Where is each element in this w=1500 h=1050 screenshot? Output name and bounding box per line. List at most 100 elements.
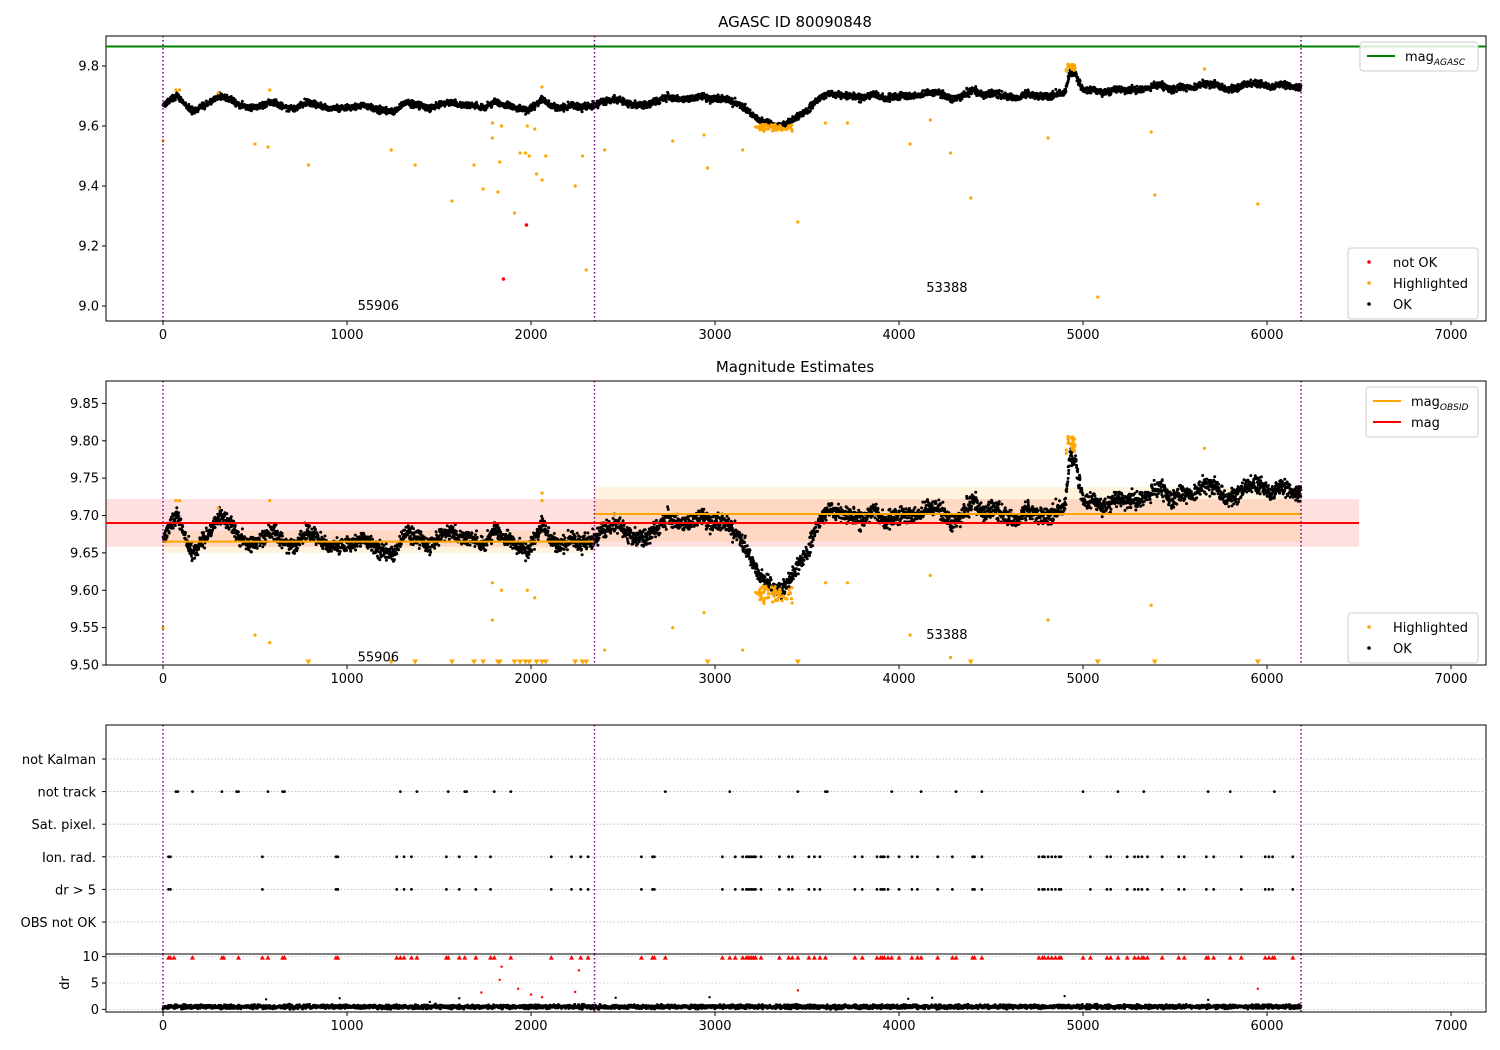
ok-point [204, 526, 208, 530]
ok-point [612, 93, 616, 97]
ok-point [1185, 89, 1188, 93]
highlighted-point [782, 127, 786, 131]
highlighted-point [776, 127, 781, 131]
ok-point [165, 103, 169, 107]
ok-point [209, 533, 213, 537]
x-tick-label: 6000 [1250, 672, 1283, 687]
ok-point [308, 98, 311, 102]
x-tick-label: 5000 [1066, 672, 1099, 687]
highlighted-point [770, 129, 775, 133]
panel2-title: Magnitude Estimates [716, 358, 874, 376]
highlighted-point [450, 199, 454, 203]
ok-point [197, 546, 201, 549]
x-tick-label: 7000 [1434, 672, 1467, 687]
panel-magnitude-estimates: Magnitude Estimates 0 1000 2000 3000 4000 500… [70, 358, 1487, 687]
ok-point [236, 530, 240, 534]
highlighted-point [523, 151, 528, 155]
ok-point [249, 109, 253, 113]
highlighted-point [500, 124, 504, 128]
ok-point [743, 102, 747, 106]
ok-point [580, 110, 584, 114]
highlighted-point [389, 148, 393, 152]
highlighted-point [758, 128, 762, 132]
ok-point [941, 89, 945, 93]
ok-point [1054, 87, 1058, 91]
highlighted-point [1067, 63, 1071, 68]
legend-dot-swatch [1367, 260, 1371, 264]
highlighted-point [496, 190, 500, 194]
highlighted-point [174, 88, 178, 92]
ok-point [220, 508, 224, 512]
ok-point [184, 101, 187, 105]
ok-point [184, 531, 187, 535]
highlighted-point [823, 121, 828, 125]
ok-point [196, 553, 200, 557]
highlighted-point [481, 187, 485, 191]
highlighted-point [928, 118, 932, 122]
highlighted-point [306, 163, 310, 167]
legend-label-text: OK [1393, 298, 1412, 313]
ok-point [658, 101, 662, 105]
y-tick-label: 9.70 [70, 509, 99, 524]
highlighted-point [1202, 67, 1207, 71]
x-tick-label: 4000 [882, 328, 915, 343]
highlighted-point [769, 123, 773, 127]
ok-point [1259, 79, 1263, 82]
ok-point [1078, 79, 1082, 83]
ok-point [566, 100, 570, 104]
highlighted-point [1072, 63, 1077, 67]
obsid-label: 53388 [926, 281, 967, 296]
ok-point [997, 88, 1001, 92]
ok-point [165, 535, 169, 539]
ok-point [189, 554, 193, 558]
highlighted-point [754, 125, 758, 129]
x-tick-label: 1000 [330, 672, 363, 687]
ok-point [666, 92, 670, 96]
not-ok-point [501, 277, 506, 281]
highlighted-point [573, 184, 577, 188]
y-tick-label: 9.55 [70, 621, 99, 636]
highlighted-point [948, 151, 953, 155]
ok-point [255, 107, 259, 111]
ok-point [177, 511, 181, 515]
y-tick-label: 9.65 [70, 546, 99, 561]
highlighted-point [1046, 136, 1050, 140]
highlighted-point [773, 128, 778, 132]
x-tick-label: 0 [159, 328, 167, 343]
y-tick-label: 9.50 [70, 659, 99, 674]
ok-point [274, 98, 278, 102]
highlighted-point [702, 133, 706, 137]
legend-label: Highlighted [1393, 277, 1468, 292]
ok-point [547, 99, 551, 103]
ok-point [733, 96, 737, 100]
ok-point [1249, 78, 1253, 82]
highlighted-point [603, 148, 607, 152]
ok-point [664, 100, 668, 104]
highlighted-point [1153, 193, 1157, 197]
ok-point [167, 101, 171, 105]
ok-point [881, 92, 885, 96]
x-tick-label: 0 [159, 672, 167, 687]
ok-point [193, 556, 197, 560]
highlighted-point [845, 121, 850, 125]
ok-point [1258, 85, 1262, 89]
ok-point [177, 514, 181, 518]
y-tick-label: 9.0 [78, 300, 99, 315]
highlighted-point [908, 142, 912, 146]
ok-point [238, 544, 242, 548]
ok-point [626, 105, 630, 109]
ok-point [187, 534, 191, 538]
ok-point [173, 98, 177, 102]
x-tick-label: 7000 [1434, 328, 1467, 343]
highlighted-point [534, 172, 539, 176]
highlighted-point [706, 166, 710, 170]
legend-label-text: mag [1405, 50, 1434, 65]
ok-point [181, 524, 185, 528]
x-tick-label: 4000 [882, 672, 915, 687]
highlighted-point [512, 211, 517, 215]
y-tick-label: 9.4 [78, 180, 99, 195]
highlighted-point [527, 154, 531, 158]
ok-point [243, 535, 247, 539]
obsid-label: 55906 [358, 299, 399, 314]
highlighted-point [790, 129, 794, 133]
